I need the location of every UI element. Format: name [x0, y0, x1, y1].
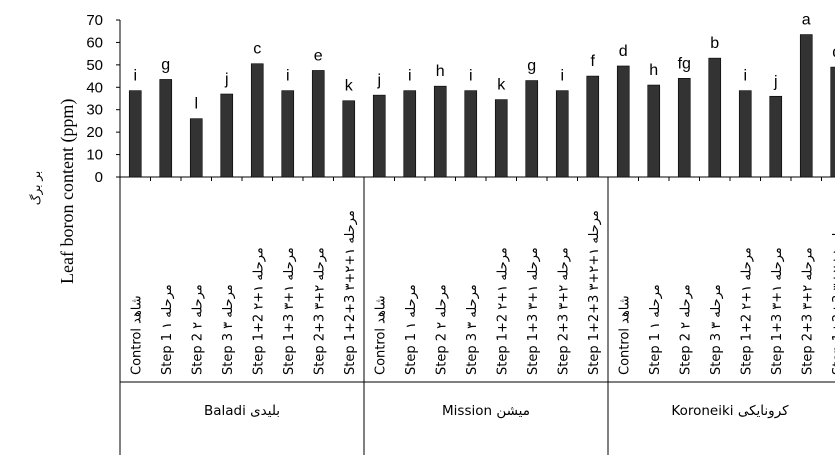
bar: [555, 90, 569, 178]
category-label: Step 1+2 مرحله ۱+۲: [739, 247, 754, 375]
category-label: Step 1+2 مرحله ۱+۲: [251, 247, 266, 375]
bar: [281, 90, 295, 178]
significance-letter: g: [161, 56, 170, 73]
bar: [525, 80, 539, 178]
significance-letter: f: [591, 53, 596, 70]
bar: [220, 93, 234, 178]
bar: [677, 78, 691, 178]
group-label: Baladi بلیدی: [204, 403, 280, 419]
bar: [159, 79, 173, 178]
significance-letter: i: [469, 68, 473, 85]
significance-letter: b: [710, 35, 719, 52]
category-label: Step 1 مرحله ۱: [648, 284, 663, 375]
category-label: Step 1+3 مرحله ۱+۳: [282, 247, 297, 375]
significance-letter: a: [802, 12, 811, 29]
category-label: Step 2+3 مرحله ۲+۳: [312, 247, 327, 375]
bar-series: i g l j c i e k j i h i k g i f d h fg b i j a d: [128, 12, 835, 178]
category-label: Step 2 مرحله ۲: [678, 284, 693, 375]
significance-letter: j: [376, 72, 381, 89]
significance-letter: j: [224, 71, 229, 88]
bar: [769, 95, 783, 178]
bar: [830, 66, 835, 178]
category-label: Step 3 مرحله ۳: [709, 284, 724, 375]
significance-letter: h: [436, 63, 445, 80]
category-label: Step 1+2+3 مرحله ۱+۲+۳: [343, 210, 358, 375]
bar: [464, 90, 478, 178]
y-axis-label: Leaf boron content (ppm): [57, 99, 78, 284]
category-labels: Control شاهد Step 1 مرحله ۱ Step 2 مرحله ۲…: [129, 177, 835, 375]
category-label: Step 1+2+3 مرحله ۱+۲+۳: [587, 210, 602, 375]
y-tick-label: 50: [86, 57, 103, 74]
bar: [189, 118, 203, 178]
bar: [494, 99, 508, 178]
category-label: Control شاهد: [617, 295, 632, 375]
category-label: Step 2 مرحله ۲: [190, 284, 205, 375]
significance-letter: i: [133, 68, 137, 85]
group-labels: Baladi بلیدی Mission میشن Koroneiki کرونای…: [119, 177, 835, 455]
y-tick-label: 10: [86, 147, 103, 164]
bar: [616, 65, 630, 178]
significance-letter: i: [560, 68, 564, 85]
significance-letter: k: [497, 77, 506, 94]
significance-letter: j: [773, 73, 778, 90]
y-tick-label: 60: [86, 34, 103, 51]
bar: [647, 84, 661, 178]
significance-letter: k: [345, 78, 354, 95]
bar: [433, 85, 447, 178]
y-tick-label: 0: [95, 169, 103, 186]
category-label: Control شاهد: [373, 295, 388, 375]
category-label: Step 1 مرحله ۱: [404, 284, 419, 375]
significance-letter: d: [832, 44, 835, 61]
bar: [342, 100, 356, 178]
category-label: Step 2+3 مرحله ۲+۳: [800, 247, 815, 375]
category-label: Step 1+3 مرحله ۱+۳: [526, 247, 541, 375]
significance-letter: fg: [678, 55, 691, 72]
significance-letter: c: [253, 41, 261, 58]
bar: [738, 90, 752, 178]
significance-letter: i: [743, 68, 747, 85]
bar: [372, 94, 386, 178]
significance-letter: e: [314, 47, 323, 64]
y-tick-label: 30: [86, 102, 103, 119]
category-label: Step 2+3 مرحله ۲+۳: [556, 247, 571, 375]
category-label: Step 1+2+3 مرحله ۱+۲+۳: [831, 210, 835, 375]
y-tick-label: 20: [86, 124, 103, 141]
y-tick-label: 40: [86, 79, 103, 96]
bar: [586, 75, 600, 178]
bar: [799, 34, 813, 178]
category-label: Step 1+2 مرحله ۱+۲: [495, 247, 510, 375]
bar: [403, 90, 417, 178]
category-label: Step 3 مرحله ۳: [465, 284, 480, 375]
category-label: Step 1+3 مرحله ۱+۳: [770, 247, 785, 375]
significance-letter: i: [408, 68, 412, 85]
category-label: Control شاهد: [129, 295, 144, 375]
significance-letter: h: [649, 62, 658, 79]
significance-letter: i: [286, 68, 290, 85]
category-label: Step 2 مرحله ۲: [434, 284, 449, 375]
category-label: Step 3 مرحله ۳: [221, 284, 236, 375]
group-label: Mission میشن: [442, 403, 530, 419]
bar: [128, 90, 142, 178]
bar: [708, 57, 722, 178]
significance-letter: g: [527, 58, 536, 75]
group-label: Koroneiki کرونایکی: [671, 403, 789, 419]
significance-letter: d: [619, 43, 628, 60]
significance-letter: l: [194, 96, 198, 113]
bar: [311, 70, 325, 178]
y-axis-label-persian: بر برگ: [29, 171, 44, 205]
y-tick-label: 70: [86, 12, 103, 29]
category-label: Step 1 مرحله ۱: [160, 284, 175, 375]
bar: [250, 63, 264, 178]
